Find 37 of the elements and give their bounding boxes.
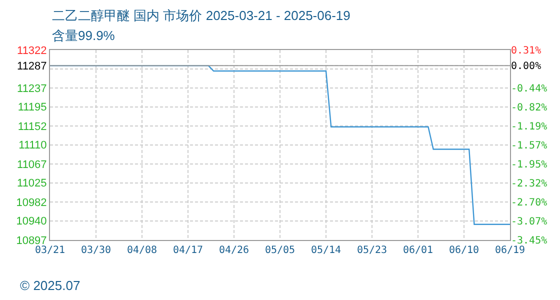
chart-title: 二乙二醇甲醚 国内 市场价 2025-03-21 - 2025-06-19 bbox=[52, 8, 350, 23]
y2-tick-label: 0.31% bbox=[511, 46, 542, 56]
line-series bbox=[50, 65, 510, 225]
y-tick-label: 10982 bbox=[16, 196, 47, 209]
y2-tick-label: 0.00% bbox=[511, 61, 542, 72]
x-tick-label: 04/17 bbox=[172, 245, 204, 256]
x-tick-label: 05/14 bbox=[310, 245, 342, 256]
y2-tick-label: -1.19% bbox=[511, 121, 548, 132]
y2-tick-label: -1.95% bbox=[511, 160, 548, 171]
y2-tick-label: -1.57% bbox=[511, 140, 548, 152]
text: © 2025.07 bbox=[20, 278, 80, 293]
y2-tick-label: -0.44% bbox=[511, 83, 548, 94]
x-tick-label: 03/30 bbox=[80, 245, 112, 256]
y2-tick-label: -2.70% bbox=[511, 198, 548, 209]
y2-tick-label: -3.07% bbox=[511, 216, 548, 228]
chart-subtitle: 含量99.9% bbox=[52, 28, 116, 43]
x-tick-label: 06/10 bbox=[448, 245, 480, 256]
x-tick-label: 06/19 bbox=[494, 245, 526, 256]
y2-tick-label: -2.32% bbox=[511, 178, 548, 190]
y-tick-label: 11152 bbox=[18, 120, 47, 133]
x-tick-label: 05/23 bbox=[356, 245, 388, 256]
y2-tick-label: -0.82% bbox=[511, 102, 548, 114]
y-tick-label: 10897 bbox=[16, 234, 47, 247]
y-tick-label: 11237 bbox=[17, 82, 47, 95]
y2-tick-label: -3.45% bbox=[511, 236, 548, 246]
x-tick-label: 04/08 bbox=[126, 245, 158, 256]
y-tick-label: 11067 bbox=[17, 158, 47, 171]
y-tick-label: 10940 bbox=[16, 216, 47, 228]
y-tick-label: 11110 bbox=[18, 140, 47, 152]
y-tick-label: 11287 bbox=[17, 60, 47, 72]
y-tick-label: 11195 bbox=[18, 102, 47, 114]
y-tick-label: 11025 bbox=[17, 178, 47, 190]
y-tick-label: 11322 bbox=[17, 44, 47, 57]
x-tick-label: 04/26 bbox=[218, 245, 250, 256]
x-tick-label: 06/01 bbox=[402, 245, 434, 256]
x-tick-label: 05/05 bbox=[264, 245, 296, 256]
x-tick-label: 03/21 bbox=[34, 245, 66, 256]
